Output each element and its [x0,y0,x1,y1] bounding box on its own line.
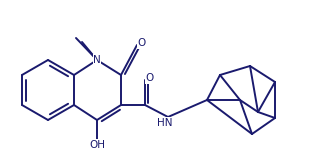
Text: O: O [138,38,146,48]
Text: N: N [93,55,101,65]
Text: O: O [146,73,154,83]
Text: HN: HN [157,118,173,128]
Text: OH: OH [89,140,105,150]
